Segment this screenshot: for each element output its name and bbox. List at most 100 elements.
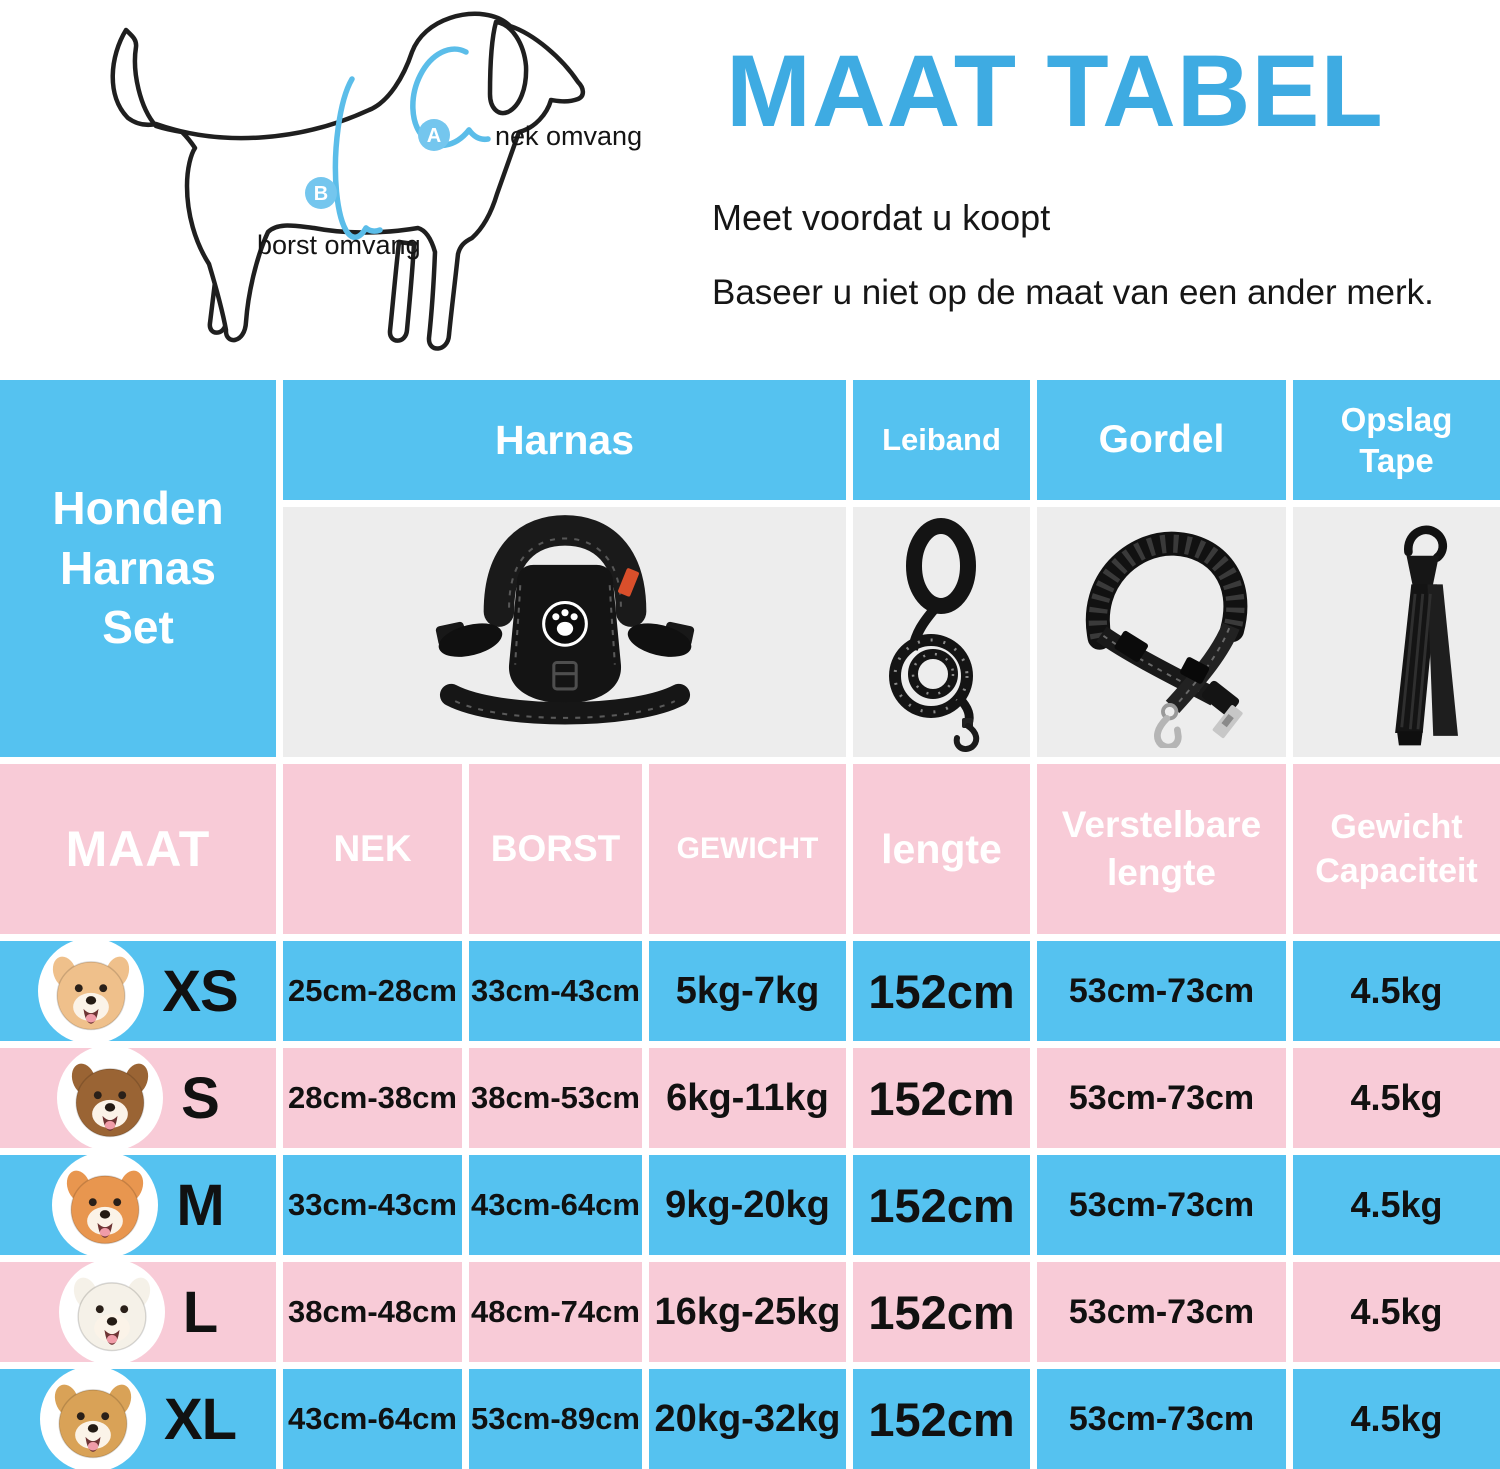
cell-s-verstelbare: 53cm-73cm <box>1037 1048 1286 1148</box>
size-table: Honden Harnas Set Harnas Leiband Gordel … <box>0 380 1500 1469</box>
tape-texture-lines <box>1399 593 1432 730</box>
column-header-harnas: Harnas <box>283 380 846 500</box>
harness-plate-stitch-right <box>608 585 616 665</box>
page-title: MAAT TABEL <box>726 34 1384 148</box>
tape-connector <box>1406 555 1439 589</box>
cell-xs-capaciteit: 4.5kg <box>1293 941 1500 1041</box>
harness-red-tag <box>617 568 639 597</box>
spec-header-borst: BORST <box>469 764 642 934</box>
spec-header-gewicht: GEWICHT <box>649 764 846 934</box>
size-label-xs: XS <box>162 958 238 1024</box>
spec-header-verstelbare-lengte: Verstelbare lengte <box>1037 764 1286 934</box>
column-header-leiband: Leiband <box>853 380 1030 500</box>
seatbelt-tongue-slot <box>1220 714 1234 728</box>
dog-face-m-icon <box>58 1158 152 1252</box>
chest-measure-label: borst omvang <box>257 230 421 260</box>
cell-l-nek: 38cm-48cm <box>283 1262 462 1362</box>
cell-m-gewicht: 9kg-20kg <box>649 1155 846 1255</box>
cell-s-capaciteit: 4.5kg <box>1293 1048 1500 1148</box>
spec-header-maat: MAAT <box>0 764 276 934</box>
seatbelt-bungee-coil <box>1085 531 1247 650</box>
leash-snap-hook <box>953 723 979 752</box>
seatbelt-strap-right-stitch <box>1102 635 1213 700</box>
cell-xl-verstelbare: 53cm-73cm <box>1037 1369 1286 1469</box>
storage-tape-product-cell <box>1293 507 1500 757</box>
dog-face-xs-icon <box>44 944 138 1038</box>
spec-header-nek: NEK <box>283 764 462 934</box>
neck-measure-label: nek omvang <box>495 121 642 151</box>
svg-text:A: A <box>427 125 441 147</box>
snap-hook-metal <box>1153 715 1182 748</box>
tape-bottom-tab <box>1396 731 1423 746</box>
row-xs-maat-cell: XS <box>0 938 276 1044</box>
dog-far-front-leg <box>387 239 417 343</box>
dog-face-l-icon <box>65 1265 159 1359</box>
cell-xs-lengte: 152cm <box>853 941 1030 1041</box>
cell-m-verstelbare: 53cm-73cm <box>1037 1155 1286 1255</box>
size-label-s: S <box>181 1065 220 1131</box>
size-label-xl: XL <box>163 1386 237 1452</box>
cell-s-lengte: 152cm <box>853 1048 1030 1148</box>
chest-loop-hook <box>363 225 383 234</box>
column-header-opslag-tape: Opslag Tape <box>1293 380 1500 500</box>
leash-product-cell <box>853 507 1030 757</box>
seatbelt-product-cell <box>1037 507 1286 757</box>
dog-face-s-icon <box>63 1051 157 1145</box>
cell-s-nek: 28cm-38cm <box>283 1048 462 1148</box>
cell-m-capaciteit: 4.5kg <box>1293 1155 1500 1255</box>
size-label-m: M <box>176 1172 224 1238</box>
leash-handle <box>905 518 976 614</box>
harness-belly-strap-stitching <box>454 700 675 719</box>
subtitle-brand-warning: Baseer u niet op de maat van een ander m… <box>712 273 1434 313</box>
cell-xs-borst: 33cm-43cm <box>469 941 642 1041</box>
svg-text:B: B <box>314 183 328 205</box>
cell-xs-gewicht: 5kg-7kg <box>649 941 846 1041</box>
cell-l-capaciteit: 4.5kg <box>1293 1262 1500 1362</box>
cell-l-lengte: 152cm <box>853 1262 1030 1362</box>
set-title-cell: Honden Harnas Set <box>0 380 276 757</box>
column-header-gordel: Gordel <box>1037 380 1286 500</box>
harness-yoke-stitching <box>507 537 622 608</box>
cell-xl-gewicht: 20kg-32kg <box>649 1369 846 1469</box>
paw-logo-icon <box>541 600 588 647</box>
subtitle-measure: Meet voordat u koopt <box>712 197 1051 239</box>
storage-tape-product-illustration <box>1394 525 1458 746</box>
size-label-l: L <box>182 1279 218 1345</box>
seatbelt-product-illustration <box>1085 531 1247 748</box>
dog-outline <box>110 11 586 351</box>
cell-m-borst: 43cm-64cm <box>469 1155 642 1255</box>
spec-header-gewicht-capaciteit: Gewicht Capaciteit <box>1293 764 1500 934</box>
title-block: MAAT TABEL Meet voordat u koopt Baseer u… <box>712 34 1500 313</box>
cell-xl-capaciteit: 4.5kg <box>1293 1369 1500 1469</box>
row-s-maat-cell: S <box>0 1045 276 1151</box>
leash-product-illustration <box>888 518 979 752</box>
seatbelt-tongue-head <box>1201 680 1239 716</box>
harness-product-cell <box>283 507 846 757</box>
cell-xs-verstelbare: 53cm-73cm <box>1037 941 1286 1041</box>
seatbelt-adjuster-buckle <box>1114 630 1148 662</box>
row-l-maat-cell: L <box>0 1259 276 1365</box>
row-xl-maat-cell: XL <box>0 1366 276 1469</box>
harness-yoke <box>483 515 646 627</box>
cell-l-borst: 48cm-74cm <box>469 1262 642 1362</box>
harness-slider-buckle <box>551 660 578 691</box>
avatar-shiba-inu <box>52 1152 159 1258</box>
spec-header-lengte: lengte <box>853 764 1030 934</box>
avatar-golden-retriever <box>39 1366 146 1469</box>
neck-badge: A <box>418 119 450 151</box>
cell-m-nek: 33cm-43cm <box>283 1155 462 1255</box>
cell-s-gewicht: 6kg-11kg <box>649 1048 846 1148</box>
cell-xs-nek: 25cm-28cm <box>283 941 462 1041</box>
dog-face-xl-icon <box>46 1372 140 1466</box>
harness-right-pad <box>627 623 691 657</box>
seatbelt-strap-left-stitch <box>1173 627 1230 708</box>
tape-hook <box>1403 525 1447 562</box>
row-m-maat-cell: M <box>0 1152 276 1258</box>
neck-measure-loop <box>410 46 472 149</box>
dog-measurement-diagram: A B nek omvang borst omvang <box>110 11 642 351</box>
seatbelt-bungee-ridges <box>1088 534 1245 640</box>
cell-m-lengte: 152cm <box>853 1155 1030 1255</box>
harness-left-pad <box>438 623 502 657</box>
cell-s-borst: 38cm-53cm <box>469 1048 642 1148</box>
